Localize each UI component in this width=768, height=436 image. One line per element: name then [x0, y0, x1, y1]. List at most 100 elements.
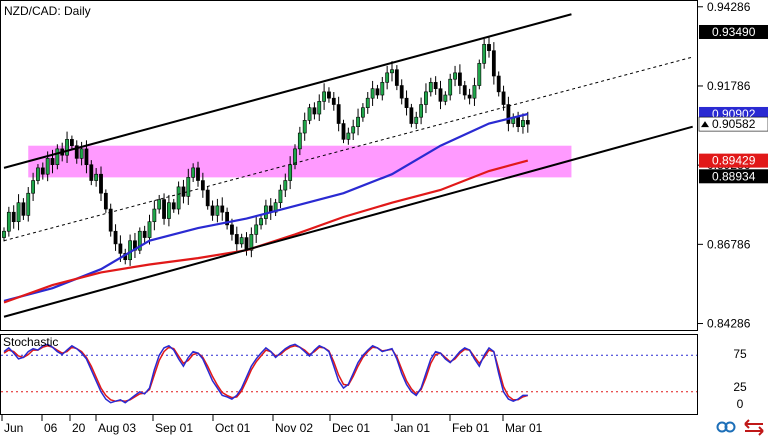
candle	[210, 200, 215, 221]
stochastic-label: Stochastic	[3, 335, 58, 349]
candle-body	[94, 173, 99, 181]
candle	[302, 112, 307, 141]
price-tick-label: 0.86786	[707, 237, 751, 251]
candle	[239, 233, 244, 248]
candle-body	[157, 199, 162, 210]
candle-body	[525, 120, 530, 125]
candle-body	[360, 107, 365, 118]
candle	[487, 37, 491, 58]
candle	[21, 198, 26, 220]
candle	[506, 96, 511, 132]
candle-body	[438, 88, 443, 102]
candle-body	[501, 91, 506, 105]
candle-body	[6, 211, 11, 232]
link-icon[interactable]	[716, 421, 736, 433]
double-arrow-icon[interactable]	[744, 419, 764, 436]
candle	[249, 227, 254, 258]
candle	[65, 131, 69, 163]
candle	[113, 224, 118, 251]
candle-body	[244, 237, 249, 251]
time-tick-label: Jun	[4, 421, 23, 435]
candle	[293, 144, 297, 170]
price-tag-label: 0.88934	[712, 169, 756, 183]
candle	[312, 102, 317, 120]
candle-body	[506, 104, 511, 124]
candle	[356, 108, 360, 136]
candle-body	[365, 97, 370, 108]
price-tag-box	[699, 153, 768, 168]
candle	[55, 144, 60, 170]
time-tick-label: Feb 01	[452, 421, 490, 435]
candle	[380, 76, 385, 101]
candle-body	[225, 211, 230, 226]
candle	[31, 172, 36, 201]
candle-body	[40, 167, 45, 175]
candle-body	[472, 85, 477, 99]
price-tag-box	[699, 24, 768, 39]
candle	[40, 162, 45, 180]
candle	[424, 83, 428, 114]
candle	[70, 135, 74, 150]
candle	[225, 207, 230, 230]
candle	[171, 198, 176, 213]
candle	[142, 225, 147, 243]
candle	[89, 160, 94, 186]
candle-body	[521, 120, 525, 127]
price-tag: 0.88934	[699, 169, 768, 184]
candle	[365, 92, 370, 114]
candle-body	[31, 180, 36, 194]
time-axis: Jun 06 20 Aug 03 Sep 01 Oct 01 Nov 02 Dec 01 Jan…	[1, 415, 543, 435]
candle-body	[171, 202, 176, 210]
candle	[220, 197, 225, 221]
time-tick-label: Aug 03	[98, 421, 136, 435]
candle	[205, 186, 210, 210]
candle	[79, 141, 84, 166]
candle-body	[453, 72, 457, 80]
candles-layer	[2, 37, 530, 266]
candle	[254, 216, 259, 243]
candle-body	[370, 88, 375, 99]
candle-body	[210, 205, 215, 216]
candle	[278, 184, 283, 209]
candle	[346, 127, 351, 145]
candle-body	[162, 199, 166, 219]
candle	[99, 166, 103, 201]
candle	[428, 77, 433, 97]
candle	[375, 84, 380, 99]
candle-body	[419, 104, 424, 118]
candle	[74, 140, 79, 164]
candle	[167, 194, 171, 227]
candle	[16, 194, 21, 231]
candle	[467, 88, 472, 105]
candle	[327, 87, 331, 103]
candle-body	[380, 82, 385, 96]
candle	[234, 226, 239, 252]
channel-middle-line	[3, 56, 693, 242]
candle	[419, 97, 424, 125]
candle-body	[307, 107, 312, 121]
candle	[414, 111, 419, 129]
candle-body	[220, 205, 225, 213]
candle-body	[322, 91, 327, 102]
candle	[390, 61, 394, 82]
candle	[186, 168, 191, 205]
candle-body	[21, 202, 26, 216]
candle-body	[443, 94, 448, 102]
stochastic-level-75: 75	[733, 347, 747, 361]
candle-body	[239, 237, 244, 245]
candle-body	[259, 218, 263, 226]
candle	[448, 73, 453, 101]
candle	[157, 194, 162, 214]
candle-body	[385, 72, 390, 83]
candle	[360, 103, 365, 122]
channel-layer	[3, 13, 693, 318]
candle	[433, 76, 438, 95]
candle	[191, 163, 196, 182]
candle-body	[516, 116, 521, 127]
candle	[341, 119, 346, 144]
